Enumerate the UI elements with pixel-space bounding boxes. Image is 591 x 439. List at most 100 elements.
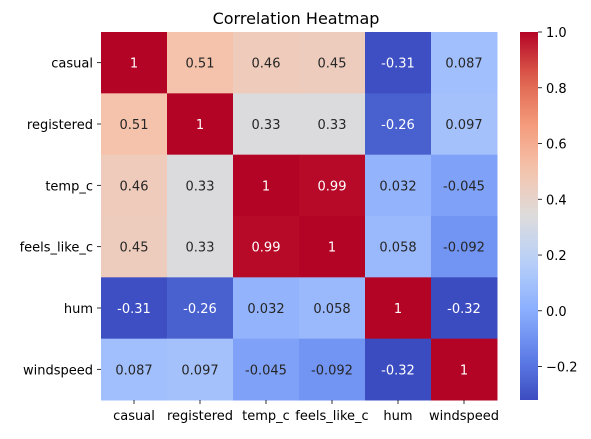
cell-label-0-0: 1 xyxy=(130,57,138,72)
heatmap-cell-5-3 xyxy=(299,338,366,401)
cell-label-2-5: -0.045 xyxy=(443,179,485,194)
x-tick-label-windspeed: windspeed xyxy=(429,409,499,424)
y-tick-label-feels_like_c: feels_like_c xyxy=(20,241,93,256)
cell-label-5-2: -0.045 xyxy=(245,363,287,378)
x-tick-label-casual: casual xyxy=(113,409,155,424)
heatmap-cells xyxy=(101,32,498,401)
heatmap-cell-2-4 xyxy=(365,154,432,217)
chart-title: Correlation Heatmap xyxy=(213,9,380,28)
cell-label-5-4: -0.32 xyxy=(381,363,415,378)
y-tick-label-temp_c: temp_c xyxy=(45,179,93,194)
cell-label-3-2: 0.99 xyxy=(252,241,281,256)
heatmap-cell-4-0 xyxy=(101,277,168,340)
heatmap-cell-4-2 xyxy=(233,277,300,340)
heatmap-cell-1-2 xyxy=(233,93,300,156)
colorbar-tick-label-2: 0.2 xyxy=(546,249,567,264)
y-tick-label-registered: registered xyxy=(27,118,93,133)
heatmap-cell-5-2 xyxy=(233,338,300,401)
heatmap-cell-5-4 xyxy=(365,338,432,401)
cell-label-1-0: 0.51 xyxy=(120,118,149,133)
heatmap-cell-4-4 xyxy=(365,277,432,340)
heatmap-cell-2-3 xyxy=(299,154,366,217)
colorbar-tick-label-0: −0.2 xyxy=(546,361,578,376)
cell-label-0-1: 0.51 xyxy=(186,57,215,72)
colorbar-tick-label-5: 0.8 xyxy=(546,82,567,97)
x-tick-label-temp_c: temp_c xyxy=(242,409,290,424)
cell-label-2-0: 0.46 xyxy=(120,179,149,194)
cell-label-2-1: 0.33 xyxy=(186,179,215,194)
cell-label-3-0: 0.45 xyxy=(120,241,149,256)
heatmap-cell-0-5 xyxy=(431,32,498,94)
cell-label-4-0: -0.31 xyxy=(117,302,151,317)
x-tick-label-feels_like_c: feels_like_c xyxy=(295,409,368,424)
cell-label-3-5: -0.092 xyxy=(443,241,485,256)
colorbar-tick-label-1: 0.0 xyxy=(546,305,567,320)
heatmap-cell-3-1 xyxy=(167,216,234,278)
heatmap-cell-2-5 xyxy=(431,154,498,217)
cell-label-4-5: -0.32 xyxy=(447,302,481,317)
heatmap-cell-0-3 xyxy=(299,32,366,94)
cell-label-4-3: 0.058 xyxy=(313,302,350,317)
heatmap-cell-1-3 xyxy=(299,93,366,156)
colorbar-tick-label-4: 0.6 xyxy=(546,138,567,153)
heatmap-cell-5-1 xyxy=(167,338,234,401)
heatmap-cell-3-0 xyxy=(101,216,168,278)
heatmap-cell-5-5 xyxy=(431,338,498,401)
cell-label-3-3: 1 xyxy=(328,241,336,256)
heatmap-annotations: 1 0.51 0.46 0.45 -0.31 0.087 0.51 1 0.33 0.33 -0.2… xyxy=(115,57,485,379)
heatmap-cell-0-0 xyxy=(101,32,168,94)
heatmap-cell-0-2 xyxy=(233,32,300,94)
heatmap-cell-1-0 xyxy=(101,93,168,156)
y-tick-label-casual: casual xyxy=(51,57,93,72)
cell-label-5-5: 1 xyxy=(460,363,468,378)
heatmap-cell-3-3 xyxy=(299,216,366,278)
heatmap-cell-1-5 xyxy=(431,93,498,156)
y-tick-label-hum: hum xyxy=(64,302,93,317)
x-tick-label-registered: registered xyxy=(167,409,233,424)
cell-label-2-3: 0.99 xyxy=(318,179,347,194)
heatmap-cell-0-4 xyxy=(365,32,432,94)
x-tick-label-hum: hum xyxy=(383,409,412,424)
heatmap-cell-0-1 xyxy=(167,32,234,94)
heatmap-cell-5-0 xyxy=(101,338,168,401)
cell-label-3-4: 0.058 xyxy=(379,241,416,256)
cell-label-4-1: -0.26 xyxy=(183,302,217,317)
y-tick-label-windspeed: windspeed xyxy=(23,363,93,378)
heatmap-cell-2-0 xyxy=(101,154,168,217)
cell-label-0-2: 0.46 xyxy=(252,57,281,72)
cell-label-0-4: -0.31 xyxy=(381,57,415,72)
heatmap-cell-3-5 xyxy=(431,216,498,278)
heatmap-cell-4-5 xyxy=(431,277,498,340)
cell-label-1-3: 0.33 xyxy=(318,118,347,133)
cell-label-3-1: 0.33 xyxy=(186,241,215,256)
cell-label-5-3: -0.092 xyxy=(311,363,353,378)
heatmap-cell-4-1 xyxy=(167,277,234,340)
heatmap-cell-3-4 xyxy=(365,216,432,278)
cell-label-1-5: 0.097 xyxy=(445,118,482,133)
heatmap-cell-1-4 xyxy=(365,93,432,156)
cell-label-4-2: 0.032 xyxy=(247,302,284,317)
cell-label-2-4: 0.032 xyxy=(379,179,416,194)
x-axis: casual registered temp_c feels_like_c hum win… xyxy=(113,400,499,424)
heatmap-cell-3-2 xyxy=(233,216,300,278)
cell-label-1-2: 0.33 xyxy=(252,118,281,133)
cell-label-0-3: 0.45 xyxy=(318,57,347,72)
colorbar-gradient xyxy=(520,32,538,400)
cell-label-0-5: 0.087 xyxy=(445,57,482,72)
cell-label-1-4: -0.26 xyxy=(381,118,415,133)
cell-label-5-1: 0.097 xyxy=(181,363,218,378)
colorbar-tick-label-3: 0.4 xyxy=(546,193,567,208)
cell-label-1-1: 1 xyxy=(196,118,204,133)
heatmap-cell-2-2 xyxy=(233,154,300,217)
cell-label-5-0: 0.087 xyxy=(115,363,152,378)
heatmap-cell-2-1 xyxy=(167,154,234,217)
cell-label-2-2: 1 xyxy=(262,179,270,194)
heatmap-cell-4-3 xyxy=(299,277,366,340)
heatmap-cell-1-1 xyxy=(167,93,234,156)
colorbar-tick-label-6: 1.0 xyxy=(546,26,567,41)
colorbar: −0.2 0.0 0.2 0.4 0.6 0.8 1.0 xyxy=(520,26,578,400)
cell-label-4-4: 1 xyxy=(394,302,402,317)
